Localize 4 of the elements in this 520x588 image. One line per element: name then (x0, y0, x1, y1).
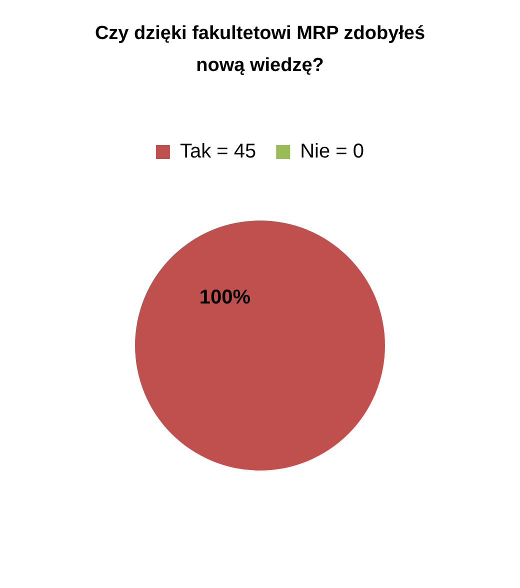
data-label: 100% (199, 286, 251, 309)
chart-title: Czy dzięki fakultetowi MRP zdobyłeś nową wiedzę? (94, 22, 426, 78)
legend-label: Nie = 0 (300, 140, 364, 163)
legend-label: Tak = 45 (180, 140, 256, 163)
